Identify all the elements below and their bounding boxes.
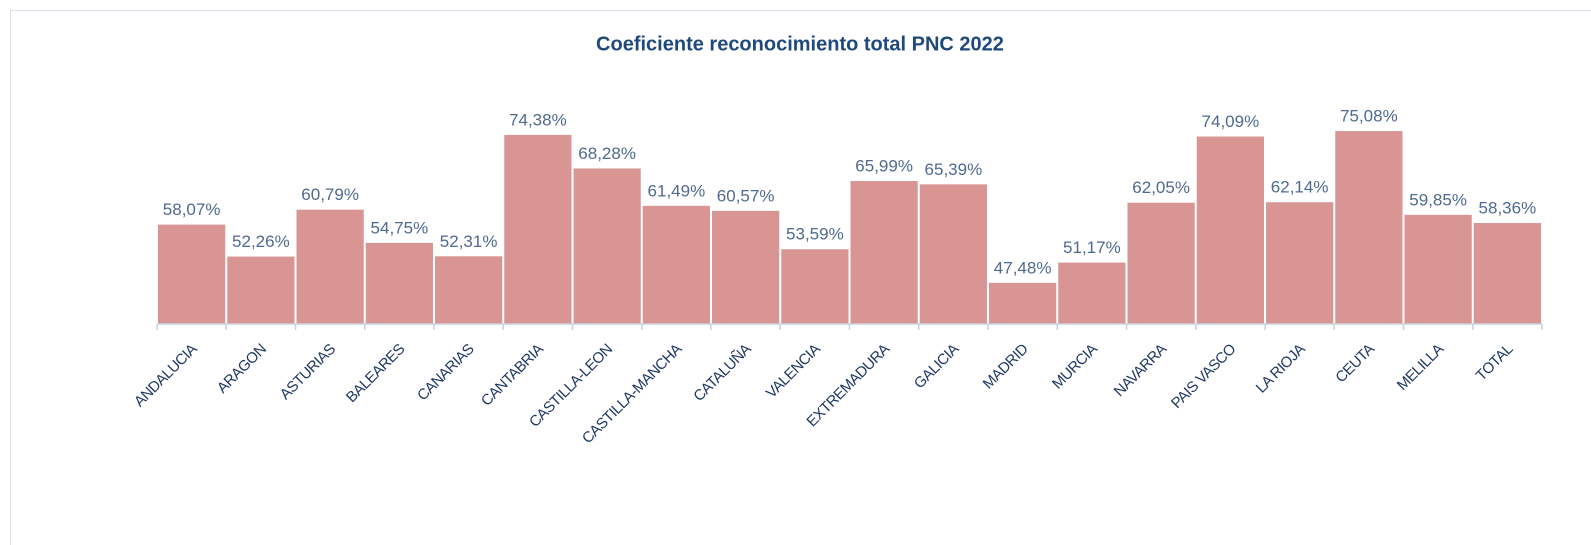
data-label: 60,79%	[301, 185, 359, 204]
data-label: 54,75%	[371, 218, 429, 237]
data-label: 51,17%	[1063, 238, 1121, 257]
bar	[1266, 202, 1334, 324]
data-label: 58,36%	[1479, 199, 1537, 218]
bar	[158, 224, 226, 324]
data-label: 60,57%	[717, 186, 775, 205]
bar	[850, 181, 918, 324]
data-label: 75,08%	[1340, 107, 1398, 126]
bar	[1335, 131, 1403, 324]
bar	[1196, 136, 1264, 324]
bar	[435, 256, 503, 324]
bar	[573, 168, 641, 324]
data-label: 58,07%	[163, 200, 221, 219]
data-label: 74,09%	[1202, 112, 1260, 131]
bar	[1058, 262, 1126, 324]
data-label: 68,28%	[578, 144, 636, 163]
data-label: 65,39%	[925, 160, 983, 179]
bar	[227, 256, 295, 324]
data-label: 52,26%	[232, 232, 290, 251]
data-label: 47,48%	[994, 258, 1052, 277]
bar	[365, 242, 433, 324]
bar	[1404, 214, 1472, 324]
bar	[1473, 223, 1541, 324]
data-label: 59,85%	[1409, 190, 1467, 209]
data-label: 62,14%	[1271, 178, 1329, 197]
bar	[712, 210, 780, 324]
data-label: 53,59%	[786, 225, 844, 244]
data-label: 62,05%	[1132, 178, 1190, 197]
data-label: 65,99%	[855, 157, 913, 176]
bar	[1127, 202, 1195, 324]
chart-title: Coeficiente reconocimiento total PNC 202…	[596, 33, 1004, 55]
bar	[296, 209, 364, 324]
bar	[781, 249, 849, 324]
bar	[989, 282, 1057, 324]
data-label: 52,31%	[440, 232, 498, 251]
bar	[504, 134, 572, 324]
bar	[919, 184, 987, 324]
data-label: 61,49%	[648, 181, 706, 200]
bar	[642, 205, 710, 324]
data-label: 74,38%	[509, 110, 567, 129]
